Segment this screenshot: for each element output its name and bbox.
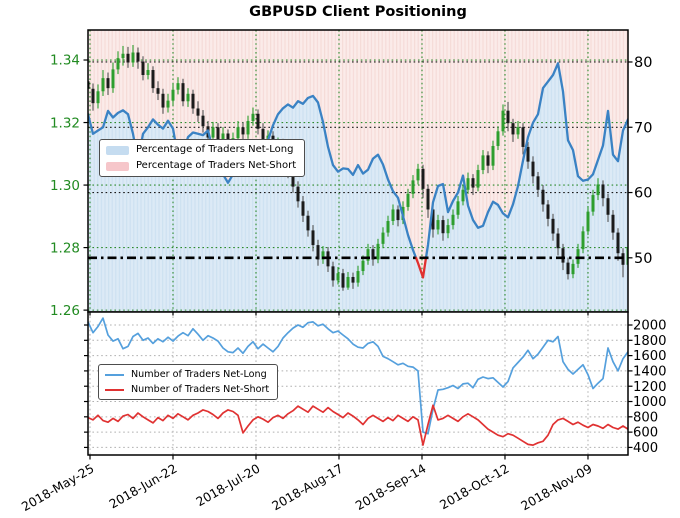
net-short-area-swatch [106, 161, 129, 171]
date-tick-label: 2018-May-25 [19, 461, 96, 514]
net-long-line-swatch [105, 373, 124, 376]
chart-title: GBPUSD Client Positioning [249, 4, 467, 20]
date-tick-label: 2018-Oct-12 [437, 461, 511, 512]
bottom-legend: Number of Traders Net-Long Number of Tra… [98, 364, 279, 400]
count-tick-label: 400 [633, 441, 658, 456]
count-tick-label: 1800 [633, 334, 667, 349]
price-tick-label: 1.34 [50, 53, 80, 69]
bottom-legend-row-net-long: Number of Traders Net-Long [105, 368, 269, 381]
net-short-count-line [87, 404, 629, 446]
count-tick-label: 1000 [633, 395, 667, 410]
date-tick-label: 2018-Aug-17 [270, 461, 346, 513]
date-tick-label: 2018-Sep-14 [353, 461, 429, 513]
date-tick-label: 2018-Nov-09 [519, 461, 595, 513]
bottom-legend-row-net-short: Number of Traders Net-Short [105, 383, 269, 396]
count-tick-label: 1200 [633, 380, 667, 395]
net-long-count-line [87, 317, 629, 435]
pct-tick-label: 50 [634, 251, 652, 267]
price-tick-label: 1.28 [50, 240, 80, 256]
net-short-line-label: Number of Traders Net-Short [131, 384, 270, 395]
pct-tick-label: 80 [634, 55, 652, 71]
top-legend-row-net-short: Percentage of Traders Net-Short [106, 159, 296, 173]
count-tick-label: 2000 [633, 319, 667, 334]
axis-ticks [83, 59, 633, 460]
net-long-line-label: Number of Traders Net-Long [131, 369, 267, 380]
net-long-fill-area [88, 63, 628, 312]
net-short-line-swatch [105, 388, 124, 391]
top-legend-row-net-long: Percentage of Traders Net-Long [106, 143, 296, 157]
count-tick-label: 1600 [633, 349, 667, 364]
net-long-area-swatch [106, 145, 129, 155]
count-tick-label: 1400 [633, 365, 667, 380]
date-tick-label: 2018-Jul-20 [194, 461, 263, 509]
count-tick-label: 600 [633, 426, 658, 441]
pct-tick-label: 60 [634, 186, 652, 202]
price-tick-label: 1.30 [50, 178, 80, 194]
net-short-area-label: Percentage of Traders Net-Short [136, 160, 297, 171]
price-tick-label: 1.32 [50, 115, 80, 131]
top-legend: Percentage of Traders Net-Long Percentag… [99, 139, 306, 177]
net-long-area-label: Percentage of Traders Net-Long [136, 144, 294, 155]
count-tick-label: 800 [633, 410, 658, 425]
price-tick-label: 1.26 [50, 303, 80, 319]
date-tick-label: 2018-Jun-22 [107, 461, 180, 511]
pct-tick-label: 70 [634, 120, 652, 136]
